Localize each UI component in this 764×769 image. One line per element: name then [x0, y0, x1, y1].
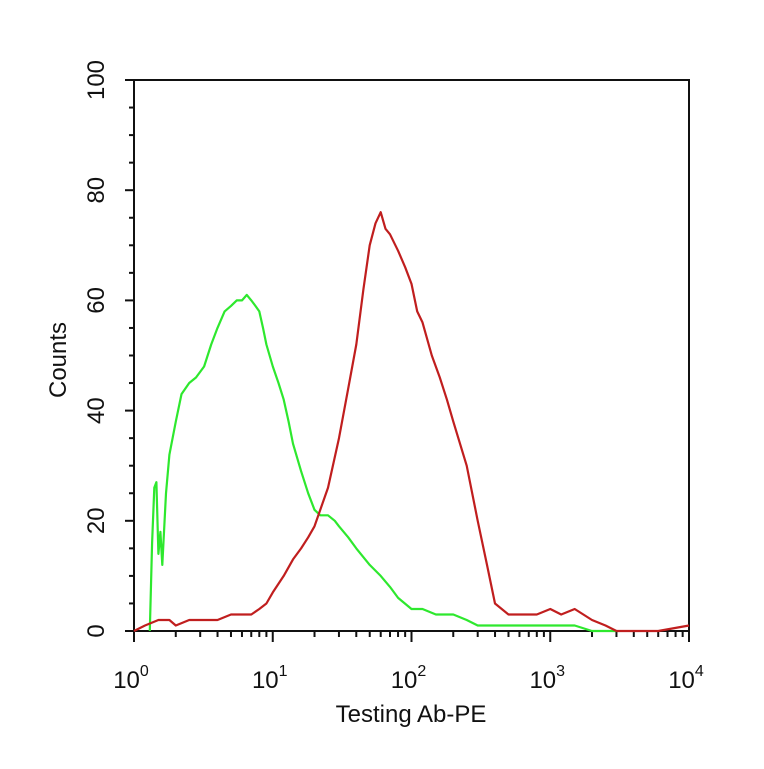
- x-axis-title: Testing Ab-PE: [336, 701, 487, 728]
- y-axis-ticks: 0 20 40 60 80 100: [83, 60, 134, 638]
- y-tick-label: 40: [83, 397, 110, 424]
- series-layer: [133, 211, 690, 633]
- y-tick-label: 100: [83, 60, 110, 100]
- y-tick-label: 0: [83, 624, 110, 637]
- plot-frame: [133, 79, 690, 632]
- x-tick-label: 102: [391, 663, 427, 694]
- y-axis-title: Counts: [45, 322, 72, 398]
- y-tick-label: 80: [83, 177, 110, 204]
- y-tick-label: 20: [83, 507, 110, 534]
- x-tick-label: 101: [252, 663, 288, 694]
- x-tick-label: 103: [529, 663, 565, 694]
- x-axis-ticks: 100 101 102 103 104: [113, 631, 704, 694]
- series-line-2: [133, 211, 690, 633]
- x-tick-label: 104: [668, 663, 704, 694]
- x-tick-label: 100: [113, 663, 149, 694]
- series-line-1: [148, 293, 617, 633]
- y-tick-label: 60: [83, 287, 110, 314]
